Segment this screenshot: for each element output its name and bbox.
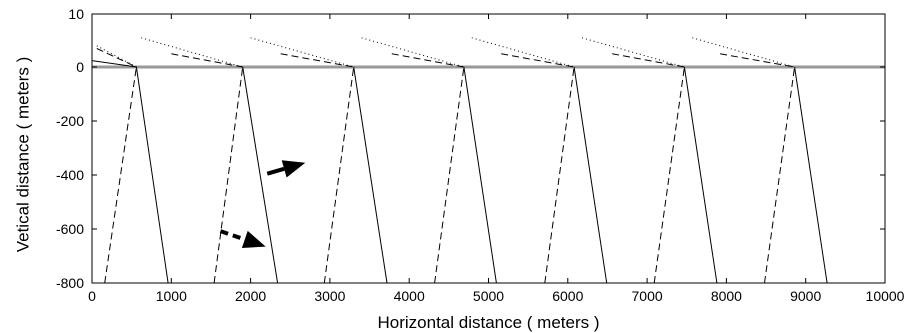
dashed-segment-1 — [213, 66, 244, 283]
arrow-layer — [219, 160, 306, 248]
x-tick-label-5: 5000 — [473, 288, 504, 304]
y-tick-label-3: -400 — [56, 167, 84, 183]
solid-segment-1 — [242, 66, 279, 283]
dashed-segment-9 — [280, 53, 354, 68]
x-tick-label-2: 2000 — [235, 288, 266, 304]
dashed-segment-6 — [764, 66, 796, 283]
dashed-segment-13 — [720, 53, 795, 68]
solid-segment-3 — [463, 66, 497, 283]
x-tick-label-7: 7000 — [632, 288, 663, 304]
solid-segment-4 — [573, 66, 608, 283]
solid-segment-5 — [683, 66, 718, 283]
y-tick-label-2: -200 — [56, 113, 84, 129]
axes-layer: 0 1000 2000 3000 4000 5000 6000 7000 8000 9000 100… — [56, 6, 905, 304]
dashed-segment-10 — [391, 53, 464, 68]
dashed-segment-3 — [434, 66, 465, 283]
dashed-segment-5 — [653, 66, 685, 283]
dashed-segment-4 — [544, 66, 575, 283]
x-tick-label-8: 8000 — [711, 288, 742, 304]
dashed-segment-12 — [612, 53, 685, 68]
y-tick-label-5: -800 — [56, 275, 84, 291]
x-tick-label-10: 10000 — [866, 288, 905, 304]
dashed-arrow-shaft-1 — [219, 229, 246, 242]
x-axis-title: Horizontal distance ( meters ) — [377, 313, 599, 332]
x-tick-label-1: 1000 — [156, 288, 187, 304]
y-tick-label-4: -600 — [56, 221, 84, 237]
dashed-segment-8 — [171, 53, 243, 68]
dashed-segment-0 — [104, 66, 137, 283]
x-tick-label-9: 9000 — [790, 288, 821, 304]
dashed-segment-2 — [323, 66, 355, 283]
dashed-segment-11 — [501, 53, 575, 68]
solid-arrow-head-0 — [281, 160, 306, 178]
dotted-segment-5 — [581, 37, 685, 68]
solid-segment-6 — [794, 66, 828, 283]
dotted-segment-4 — [471, 37, 575, 68]
solid-arrow-shaft-0 — [266, 166, 285, 176]
solid-segment-2 — [353, 66, 388, 283]
dashed-arrow-head-1 — [241, 230, 266, 248]
x-tick-label-6: 6000 — [552, 288, 583, 304]
dotted-segment-6 — [692, 37, 795, 68]
series-layer — [92, 37, 828, 283]
y-axis-title: Vetical distance ( meters ) — [13, 57, 32, 253]
y-tick-label-0: 10 — [68, 6, 84, 22]
x-tick-label-0: 0 — [88, 288, 96, 304]
dotted-segment-3 — [361, 37, 465, 68]
y-tick-label-1: 0 — [76, 59, 84, 75]
x-tick-label-3: 3000 — [314, 288, 345, 304]
dotted-segment-1 — [141, 37, 243, 68]
solid-segment-0 — [92, 60, 169, 283]
x-tick-label-4: 4000 — [394, 288, 425, 304]
dashed-segment-7 — [96, 48, 137, 68]
plot-area — [92, 14, 885, 283]
